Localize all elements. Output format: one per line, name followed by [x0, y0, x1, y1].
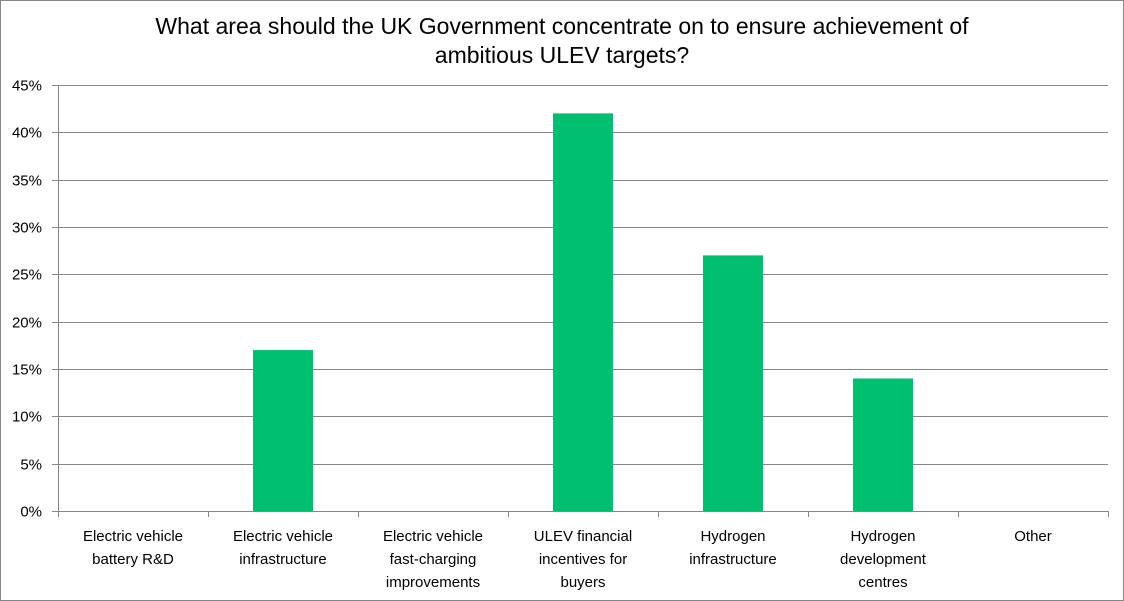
chart-title-line-2: ambitious ULEV targets?: [434, 42, 690, 68]
x-category-label: battery R&D: [92, 551, 174, 568]
x-category-label: Electric vehicle: [233, 528, 333, 545]
x-category-label: buyers: [560, 574, 605, 591]
x-category-label: ULEV financial: [534, 528, 632, 545]
y-tick-label: 25%: [12, 267, 42, 284]
x-category-label: infrastructure: [689, 551, 777, 568]
x-category-label: incentives for: [539, 551, 627, 568]
bar: [253, 350, 313, 511]
bar: [553, 113, 613, 512]
x-category-label: development: [840, 551, 927, 568]
x-category-label: Other: [1014, 528, 1052, 545]
chart-title: What area should the UK Government conce…: [0, 12, 1124, 70]
x-category-label: Electric vehicle: [383, 528, 483, 545]
x-category-label: infrastructure: [239, 551, 327, 568]
y-tick-label: 5%: [20, 457, 42, 474]
bar: [853, 378, 913, 511]
x-category-label: fast-charging: [390, 551, 477, 568]
y-tick-label: 10%: [12, 409, 42, 426]
y-tick-label: 15%: [12, 362, 42, 379]
x-category-label: centres: [858, 574, 907, 591]
x-category-label: Hydrogen: [850, 528, 915, 545]
x-category-label: Hydrogen: [700, 528, 765, 545]
chart-title-line-1: What area should the UK Government conce…: [155, 13, 969, 39]
y-tick-label: 0%: [20, 504, 42, 521]
y-tick-label: 40%: [12, 125, 42, 142]
x-category-label: improvements: [386, 574, 480, 591]
y-tick-label: 35%: [12, 173, 42, 190]
y-tick-label: 30%: [12, 220, 42, 237]
x-category-label: Electric vehicle: [83, 528, 183, 545]
y-tick-label: 45%: [12, 78, 42, 95]
y-tick-label: 20%: [12, 315, 42, 332]
bar: [703, 255, 763, 511]
